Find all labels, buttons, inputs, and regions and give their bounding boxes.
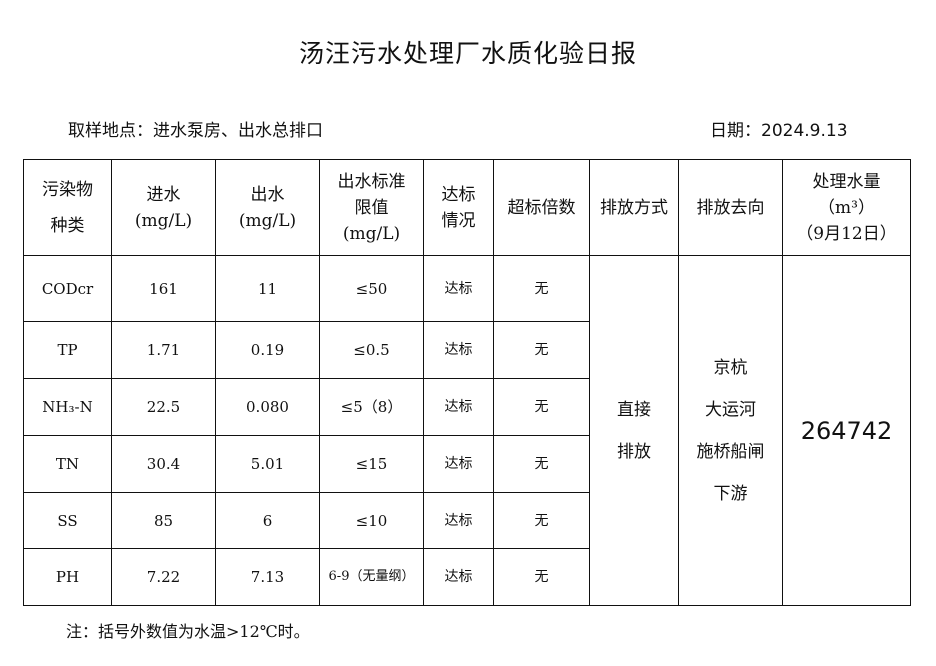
column-header: 超标倍数 [493,159,590,256]
cell-exceed: 无 [493,321,590,379]
cell-limit: 6-9（无量纲） [319,548,424,606]
header-line: （m³） [818,197,875,218]
header-line: 处理水量 [812,171,881,192]
discharge-destination-line: 下游 [713,483,748,504]
cell-status: 达标 [423,548,494,606]
sampling-location: 取样地点：进水泵房、出水总排口 [68,121,323,141]
cell-out: 0.080 [215,378,320,436]
cell-exceed: 无 [493,378,590,436]
table-row: TP 1.71 0.19 ≤0.5 达标无 [23,321,911,379]
cell-pollutant: SS [23,492,112,549]
cell-pollutant: NH₃-N [23,378,112,436]
header-line: 超标倍数 [507,197,576,218]
cell-out: 0.19 [215,321,320,379]
column-header: 排放方式 [589,159,679,256]
column-header: 处理水量 （m³） （9月12日） [782,159,911,256]
discharge-destination: 京杭大运河施桥船闸下游 [678,255,783,606]
cell-exceed: 无 [493,435,590,493]
column-header: 出水标准限值 (mg/L) [319,159,424,256]
cell-out: 11 [215,255,320,322]
cell-limit: ≤10 [319,492,424,549]
discharge-method-line: 排放 [617,441,651,462]
cell-in: 7.22 [111,548,216,606]
cell-exceed: 无 [493,548,590,606]
cell-exceed: 无 [493,492,590,549]
header-text: 出水(mg/L) [238,184,297,231]
cell-in: 85 [111,492,216,549]
discharge-destination-line: 施桥船闸 [696,441,765,462]
cell-in: 30.4 [111,435,216,493]
header-line: 出水标准 [337,171,406,192]
table-row: PH 7.22 7.13 6-9（无量纲） 达标无 [23,548,911,606]
column-header: 进水(mg/L) [111,159,216,256]
column-header: 污染物种类 [23,159,112,256]
cell-pollutant: PH [23,548,112,606]
header-text: 污染物种类 [42,179,93,236]
cell-in: 22.5 [111,378,216,436]
cell-out: 7.13 [215,548,320,606]
treated-volume: 264742 [782,255,911,606]
cell-limit: ≤15 [319,435,424,493]
cell-pollutant: TN [23,435,112,493]
cell-pollutant: CODcr [23,255,112,322]
column-header: 达标情况 [423,159,494,256]
cell-in: 161 [111,255,216,322]
cell-in: 1.71 [111,321,216,379]
table-row: NH₃-N 22.5 0.080 ≤5（8） 达标无 [23,378,911,436]
cell-exceed: 无 [493,255,590,322]
cell-status: 达标 [423,435,494,493]
header-text: 达标情况 [441,184,476,231]
table-row: TN 30.4 5.01 ≤15 达标无 [23,435,911,493]
column-header: 排放去向 [678,159,783,256]
cell-status: 达标 [423,492,494,549]
header-line: 排放去向 [696,197,765,218]
cell-pollutant: TP [23,321,112,379]
header-line: 排放方式 [600,197,668,218]
header-line: (mg/L) [342,223,401,244]
discharge-destination-line: 大运河 [705,399,756,420]
discharge-method: 直接 排放 [589,255,679,606]
report-date: 日期：2024.9.13 [710,121,848,141]
cell-status: 达标 [423,378,494,436]
column-header: 出水(mg/L) [215,159,320,256]
cell-out: 5.01 [215,435,320,493]
cell-limit: ≤0.5 [319,321,424,379]
header-line: 限值 [354,197,389,218]
header-line: （9月12日） [796,223,897,244]
discharge-destination-line: 京杭 [713,357,748,378]
table-row: CODcr 161 11 ≤50 达标无直接 排放 京杭 大运河 施桥船闸 下游 264742 [23,255,911,606]
footnote: 注：括号外数值为水温>12℃时。 [66,622,310,641]
cell-status: 达标 [423,321,494,379]
cell-limit: ≤50 [319,255,424,322]
cell-limit: ≤5（8） [319,378,424,436]
cell-out: 6 [215,492,320,549]
header-row: 污染物种类 进水(mg/L) 出水(mg/L) 出水标准限值 (mg/L) 达标情况 超标倍… [23,159,911,256]
discharge-method-line: 直接 [617,399,651,420]
water-quality-table: 污染物种类 进水(mg/L) 出水(mg/L) 出水标准限值 (mg/L) 达标情况 超标倍… [23,159,911,606]
cell-status: 达标 [423,255,494,322]
table-row: SS 85 6 ≤10 达标无 [23,492,911,549]
page-title: 汤汪污水处理厂水质化验日报 [298,39,637,68]
header-text: 进水(mg/L) [134,184,193,231]
